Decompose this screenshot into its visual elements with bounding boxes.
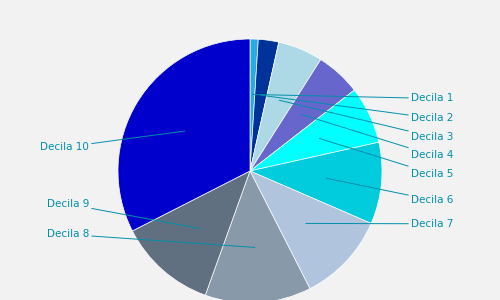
Text: Decila 9: Decila 9 — [46, 199, 200, 228]
Wedge shape — [118, 39, 250, 231]
Text: Decila 10: Decila 10 — [40, 131, 184, 152]
Wedge shape — [206, 171, 310, 300]
Wedge shape — [250, 59, 354, 171]
Text: Decila 4: Decila 4 — [302, 114, 454, 160]
Wedge shape — [250, 142, 382, 224]
Wedge shape — [250, 39, 279, 171]
Text: Decila 7: Decila 7 — [306, 219, 454, 229]
Wedge shape — [250, 171, 371, 289]
Text: Decila 3: Decila 3 — [280, 100, 454, 142]
Wedge shape — [250, 90, 379, 171]
Wedge shape — [250, 39, 258, 171]
Text: Decila 5: Decila 5 — [320, 138, 454, 178]
Text: Decila 8: Decila 8 — [46, 230, 255, 247]
Text: Decila 6: Decila 6 — [326, 178, 454, 205]
Wedge shape — [250, 42, 320, 171]
Text: Decila 2: Decila 2 — [261, 95, 454, 123]
Wedge shape — [132, 171, 250, 295]
Text: Decila 1: Decila 1 — [252, 93, 454, 103]
